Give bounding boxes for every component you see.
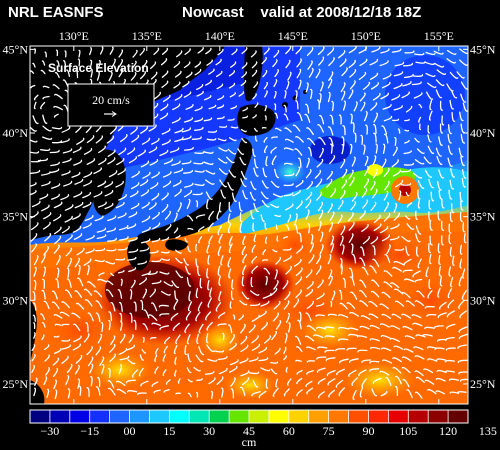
colorbar-tick-label: 30 <box>203 424 215 438</box>
reference-vector-label: 20 cm/s <box>92 93 130 107</box>
valid-time-label: valid at 2008/12/18 18Z <box>260 4 422 21</box>
lat-tick-label-left: 40°N <box>3 126 29 140</box>
colorbar-swatch <box>249 410 270 423</box>
colorbar-swatch <box>388 410 409 423</box>
colorbar-tick-label: −30 <box>41 424 60 438</box>
colorbar-swatch <box>428 410 449 423</box>
valid-time-title: Nowcast valid at 2008/12/18 18Z <box>182 4 421 21</box>
colorbar-tick-label: 15 <box>163 424 175 438</box>
colorbar-swatch <box>89 410 110 423</box>
map-frame <box>29 45 469 405</box>
colorbar-swatch <box>109 410 130 423</box>
colorbar-swatch <box>30 410 51 423</box>
lat-tick-label-left: 25°N <box>3 377 29 391</box>
colorbar-tick-label: 135 <box>479 424 497 438</box>
colorbar-tick-label: 120 <box>439 424 457 438</box>
lat-tick-label-right: 45°N <box>470 42 496 56</box>
colorbar-unit: cm <box>242 435 257 449</box>
field-label: Surface Elevation <box>48 61 149 75</box>
latitude-ticks-right: 45°N 40°N 35°N 30°N 25°N <box>463 42 496 391</box>
lon-tick-label: 135°E <box>132 29 162 43</box>
colorbar-swatch <box>448 410 469 423</box>
lon-tick-label: 150°E <box>351 29 381 43</box>
colorbar-tick-label: 75 <box>323 424 335 438</box>
lat-tick-label-left: 30°N <box>3 293 29 307</box>
lat-tick-label-left: 45°N <box>3 42 29 56</box>
lat-tick-label-left: 35°N <box>3 210 29 224</box>
colorbar-tick-label: 105 <box>399 424 417 438</box>
lat-tick-label-right: 30°N <box>470 293 496 307</box>
reference-vector-box <box>67 83 155 127</box>
colorbar-swatch <box>348 410 369 423</box>
colorbar: −30 −15 00 15 30 45 60 75 90 105 120 135 <box>29 409 497 438</box>
colorbar-swatch <box>129 410 150 423</box>
latitude-ticks-left: 45°N 40°N 35°N 30°N 25°N <box>3 42 35 391</box>
colorbar-swatch <box>328 410 349 423</box>
lon-tick-label: 155°E <box>424 29 454 43</box>
colorbar-swatch <box>368 410 389 423</box>
colorbar-swatch <box>308 410 329 423</box>
source-title: NRL EASNFS <box>8 4 104 21</box>
colorbar-swatch <box>408 410 429 423</box>
lon-tick-label: 140°E <box>205 29 235 43</box>
lon-tick-label: 145°E <box>278 29 308 43</box>
colorbar-tick-label: 45 <box>243 424 255 438</box>
colorbar-swatch <box>69 410 91 423</box>
longitude-ticks-bottom <box>73 399 440 404</box>
colorbar-tick-label: −15 <box>80 424 99 438</box>
lat-tick-label-right: 35°N <box>470 210 496 224</box>
lat-tick-label-right: 40°N <box>470 126 496 140</box>
colorbar-tick-label: 00 <box>124 424 136 438</box>
colorbar-swatch <box>268 410 290 423</box>
product-label: Nowcast <box>182 4 244 21</box>
lat-tick-label-right: 25°N <box>470 377 496 391</box>
colorbar-swatch <box>169 410 190 423</box>
colorbar-swatch <box>49 410 71 423</box>
colorbar-tick-label: 90 <box>362 424 374 438</box>
colorbar-swatch <box>209 410 230 423</box>
colorbar-swatch <box>189 410 210 423</box>
colorbar-swatch <box>149 410 170 423</box>
longitude-ticks-top: 130°E 135°E 140°E 145°E 150°E 155°E <box>59 29 454 51</box>
colorbar-tick-label: 60 <box>283 424 295 438</box>
colorbar-swatch <box>229 410 250 423</box>
lon-tick-label: 130°E <box>59 29 89 43</box>
colorbar-swatch <box>288 410 310 423</box>
